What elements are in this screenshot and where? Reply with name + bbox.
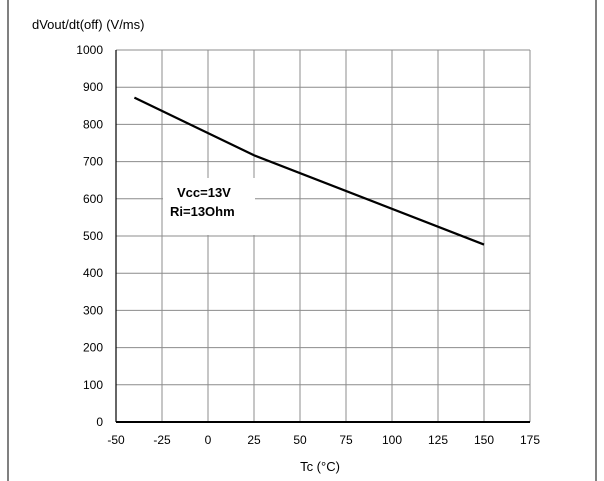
series-line bbox=[133, 96, 485, 246]
tick-labels: -50 -25 0 25 50 75 100 125 150 175 0 100 200 300 400 50… bbox=[76, 43, 540, 447]
x-tick-label: -50 bbox=[107, 433, 125, 447]
y-tick-label: 300 bbox=[83, 303, 103, 317]
x-tick-label: 100 bbox=[382, 433, 402, 447]
y-tick-label: 400 bbox=[83, 266, 103, 280]
y-tick-label: 100 bbox=[83, 378, 103, 392]
y-tick-label: 500 bbox=[83, 229, 103, 243]
y-tick-label: 900 bbox=[83, 80, 103, 94]
y-axis-title: dVout/dt(off) (V/ms) bbox=[32, 17, 144, 32]
x-tick-label: 25 bbox=[247, 433, 261, 447]
x-tick-label: 50 bbox=[293, 433, 307, 447]
annotation-box: Vcc=13V Ri=13Ohm bbox=[163, 178, 255, 235]
annotation-ri: Ri=13Ohm bbox=[170, 204, 235, 219]
x-tick-label: 125 bbox=[428, 433, 448, 447]
x-tick-label: 150 bbox=[474, 433, 494, 447]
annotation-vcc: Vcc=13V bbox=[177, 185, 231, 200]
x-tick-label: 175 bbox=[520, 433, 540, 447]
y-tick-label: 1000 bbox=[76, 43, 103, 57]
series-layer bbox=[133, 96, 485, 246]
x-tick-label: 0 bbox=[205, 433, 212, 447]
x-axis-title: Tc (°C) bbox=[300, 459, 340, 474]
grid bbox=[115, 49, 531, 423]
annotation-background bbox=[163, 178, 255, 235]
x-tick-label: -25 bbox=[153, 433, 171, 447]
y-tick-label: 0 bbox=[96, 415, 103, 429]
x-tick-label: 75 bbox=[339, 433, 353, 447]
axes bbox=[115, 50, 530, 423]
y-tick-label: 700 bbox=[83, 155, 103, 169]
y-tick-label: 200 bbox=[83, 341, 103, 355]
y-tick-label: 600 bbox=[83, 192, 103, 206]
y-tick-label: 800 bbox=[83, 117, 103, 131]
